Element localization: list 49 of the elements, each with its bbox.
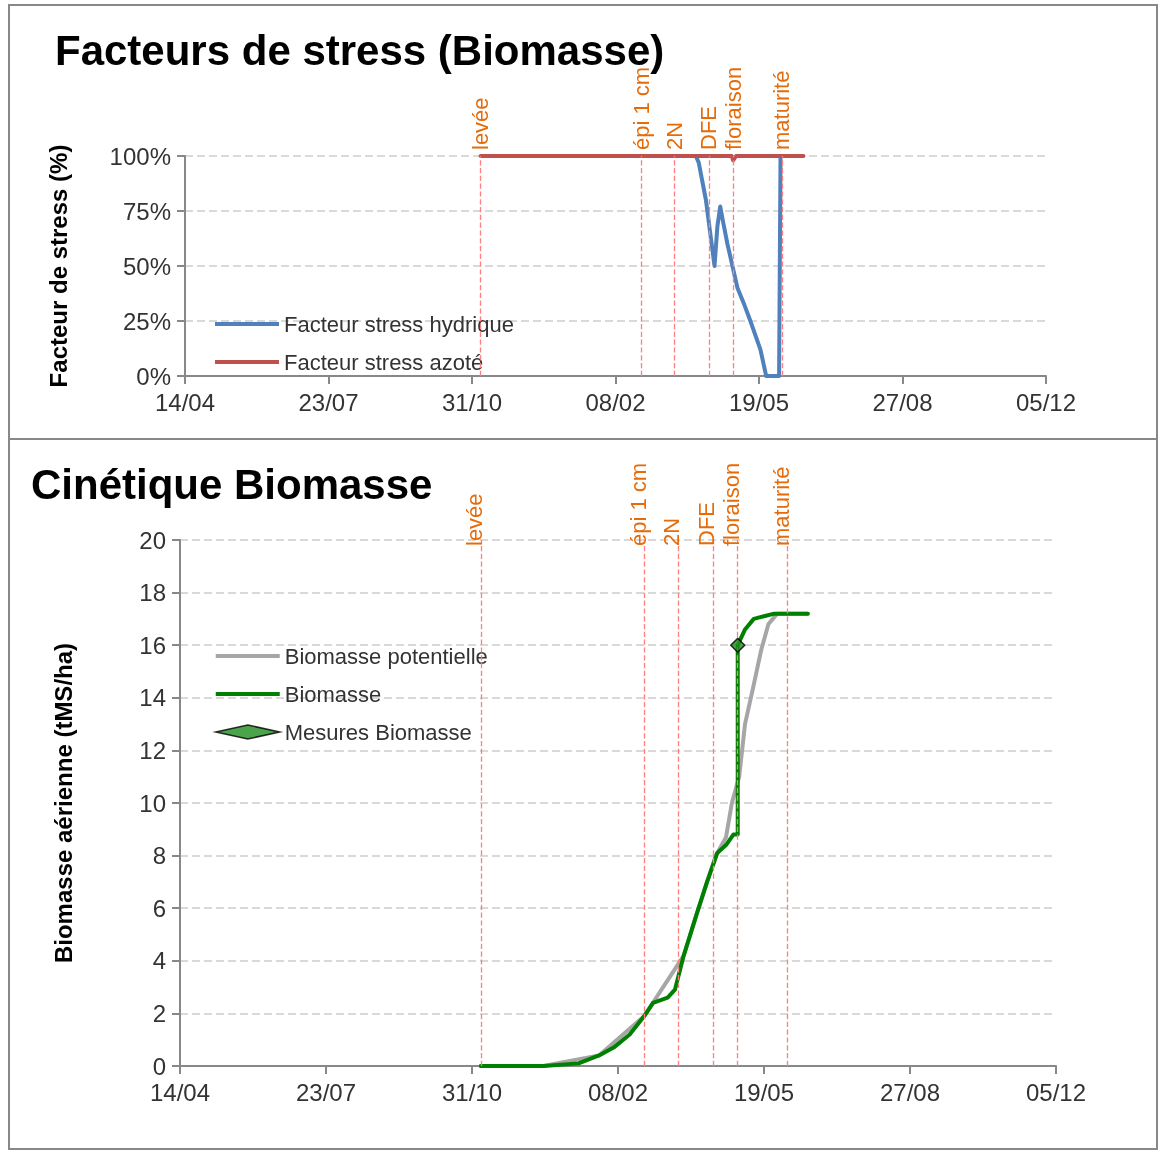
x-tick-label: 19/05 <box>733 1078 795 1106</box>
ref-line-label: DFE <box>696 106 722 150</box>
x-tick-label: 14/04 <box>154 388 216 416</box>
x-tick-label: 27/08 <box>872 388 933 416</box>
ref-line-label: floraison <box>719 462 745 546</box>
x-tick-label: 23/07 <box>298 388 359 416</box>
legend-label: Biomasse potentielle <box>284 643 488 669</box>
x-tick-label: 05/12 <box>1015 388 1077 416</box>
legend-label: Mesures Biomasse <box>284 719 472 745</box>
y-tick-label: 4 <box>152 947 166 975</box>
y-tick-label: 0% <box>136 362 171 390</box>
y-tick-label: 2 <box>152 999 166 1027</box>
x-tick-label: 08/02 <box>587 1078 649 1106</box>
y-tick-label: 75% <box>122 197 171 225</box>
y-tick-label: 20 <box>139 526 166 554</box>
chart-title: Cinétique Biomasse <box>31 460 433 508</box>
y-tick-label: 0 <box>152 1052 166 1080</box>
x-tick-label: 27/08 <box>879 1078 941 1106</box>
y-tick-label: 8 <box>152 842 166 870</box>
y-tick-label: 6 <box>152 894 166 922</box>
y-tick-label: 16 <box>139 631 166 659</box>
x-tick-label: 31/10 <box>441 1078 503 1106</box>
x-tick-label: 08/02 <box>585 388 646 416</box>
ref-line-label: 2N <box>661 121 687 150</box>
ref-line-label: levée <box>462 493 488 546</box>
ref-line-label: 2N <box>659 517 685 546</box>
legend-label: Facteur stress azoté <box>284 349 484 375</box>
y-tick-label: 12 <box>139 736 166 764</box>
y-tick-label: 25% <box>122 307 171 335</box>
x-tick-label: 23/07 <box>295 1078 357 1106</box>
y-tick-label: 50% <box>122 252 171 280</box>
y-tick-label: 18 <box>139 579 166 607</box>
ref-line-label: floraison <box>720 66 746 150</box>
x-tick-label: 14/04 <box>149 1078 211 1106</box>
y-axis-title: Facteur de stress (%) <box>44 144 72 388</box>
legend-label: Facteur stress hydrique <box>284 311 514 337</box>
legend-label: Biomasse <box>284 681 382 707</box>
y-tick-label: 100% <box>109 142 171 170</box>
x-tick-label: 19/05 <box>728 388 790 416</box>
ref-line-label: maturité <box>769 70 795 150</box>
ref-line-label: DFE <box>694 502 720 546</box>
y-tick-label: 10 <box>139 789 166 817</box>
y-tick-label: 14 <box>139 684 166 712</box>
y-axis-title: Biomasse aérienne (tMS/ha) <box>49 642 77 964</box>
x-tick-label: 05/12 <box>1025 1078 1087 1106</box>
ref-line-label: maturité <box>768 466 794 546</box>
x-tick-label: 31/10 <box>441 388 503 416</box>
ref-line-label: levée <box>468 97 494 150</box>
ref-line-label: épi 1 cm <box>625 462 651 546</box>
